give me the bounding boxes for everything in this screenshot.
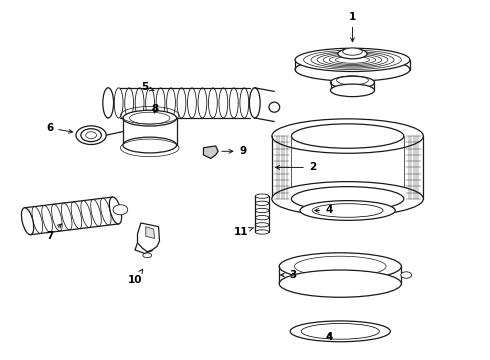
Ellipse shape [272, 181, 423, 216]
Polygon shape [203, 146, 218, 158]
Polygon shape [138, 223, 159, 252]
Ellipse shape [301, 323, 379, 339]
Text: 4: 4 [315, 206, 333, 216]
Text: 4: 4 [325, 332, 333, 342]
Ellipse shape [292, 186, 404, 211]
Ellipse shape [295, 58, 410, 81]
Ellipse shape [279, 253, 401, 280]
Ellipse shape [103, 88, 114, 118]
Ellipse shape [81, 129, 101, 141]
Text: 1: 1 [349, 12, 356, 42]
Ellipse shape [211, 149, 216, 153]
Ellipse shape [331, 76, 374, 89]
Ellipse shape [300, 201, 395, 220]
Ellipse shape [343, 48, 362, 55]
Text: 11: 11 [234, 227, 254, 237]
Text: 9: 9 [222, 146, 246, 156]
Text: 3: 3 [281, 270, 296, 280]
Ellipse shape [123, 110, 176, 126]
Ellipse shape [294, 256, 386, 276]
Ellipse shape [123, 137, 176, 153]
Text: 5: 5 [141, 82, 154, 93]
Ellipse shape [249, 88, 260, 118]
Ellipse shape [331, 84, 374, 96]
Text: 7: 7 [46, 224, 61, 240]
Ellipse shape [290, 321, 391, 342]
Text: 2: 2 [276, 162, 316, 172]
Ellipse shape [312, 204, 383, 217]
Ellipse shape [104, 88, 113, 118]
Ellipse shape [76, 126, 106, 144]
Text: 10: 10 [128, 269, 143, 285]
Ellipse shape [113, 205, 128, 215]
Ellipse shape [269, 102, 280, 112]
Polygon shape [146, 226, 155, 238]
Ellipse shape [109, 197, 122, 224]
Ellipse shape [22, 208, 34, 235]
Ellipse shape [279, 270, 401, 297]
Text: 6: 6 [46, 123, 73, 133]
Ellipse shape [143, 253, 152, 258]
Ellipse shape [272, 119, 423, 153]
Ellipse shape [338, 49, 367, 59]
Ellipse shape [401, 272, 412, 278]
Ellipse shape [292, 124, 404, 148]
Ellipse shape [295, 48, 410, 72]
Text: 8: 8 [151, 104, 158, 114]
